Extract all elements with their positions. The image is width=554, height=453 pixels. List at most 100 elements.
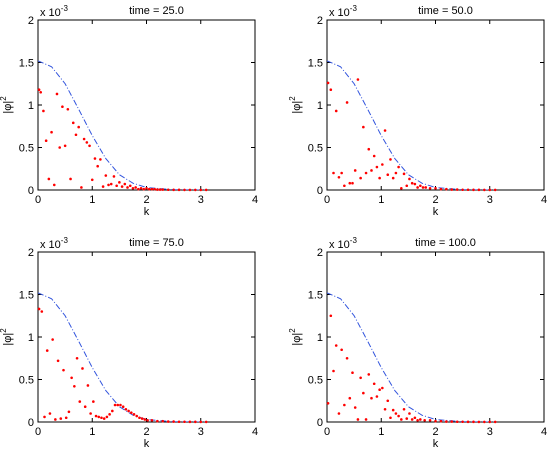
x-tick-label: 3 <box>198 426 204 438</box>
data-point <box>386 173 390 176</box>
data-point <box>472 420 475 424</box>
scale-factor: x 10-3 <box>329 4 357 19</box>
data-point <box>194 420 197 424</box>
data-point <box>99 158 102 161</box>
scale-factor: x 10-3 <box>40 236 68 251</box>
data-point <box>424 186 428 189</box>
data-point <box>461 420 464 424</box>
x-tick-label: 0 <box>324 194 330 206</box>
x-tick-label: 3 <box>487 194 493 206</box>
data-point <box>343 184 346 188</box>
x-tick-label: 1 <box>378 194 384 206</box>
data-point <box>386 399 390 403</box>
y-tick-label: 0.5 <box>19 375 34 387</box>
data-point <box>408 412 411 415</box>
data-point <box>394 171 398 175</box>
theory-curve <box>38 292 207 422</box>
data-point <box>362 125 365 129</box>
x-tick-label: 2 <box>432 194 438 206</box>
data-point <box>351 181 354 185</box>
data-point <box>383 407 387 411</box>
data-point <box>455 420 459 424</box>
data-point <box>121 405 125 409</box>
data-point <box>493 420 497 424</box>
data-point <box>56 359 60 363</box>
data-point <box>92 400 95 403</box>
data-point <box>82 137 86 141</box>
data-point <box>439 187 443 191</box>
data-point <box>434 187 437 190</box>
data-point <box>37 88 41 91</box>
data-point <box>410 181 414 185</box>
data-point <box>143 418 147 421</box>
chart-title: time = 75.0 <box>129 237 184 249</box>
data-point <box>204 188 208 192</box>
data-point <box>428 419 432 422</box>
chart-title: time = 25.0 <box>129 5 184 17</box>
data-point <box>370 396 373 400</box>
data-point <box>90 178 94 182</box>
data-point <box>348 396 352 400</box>
data-point <box>115 184 118 188</box>
data-point <box>116 403 120 407</box>
y-tick-label: 0 <box>317 185 323 197</box>
data-point <box>466 188 470 192</box>
data-point <box>45 349 49 352</box>
data-point <box>450 188 454 191</box>
data-point <box>488 420 492 424</box>
data-point <box>54 418 57 421</box>
data-point <box>172 420 175 423</box>
data-point <box>394 412 398 415</box>
data-point <box>381 163 384 166</box>
data-point <box>43 415 46 419</box>
data-point <box>466 420 470 424</box>
data-point <box>372 382 376 386</box>
data-point <box>340 348 343 352</box>
data-point <box>47 177 51 181</box>
data-point <box>123 182 127 186</box>
data-point <box>81 367 84 370</box>
data-point <box>334 109 338 113</box>
data-point <box>204 420 208 424</box>
data-point <box>477 420 481 424</box>
data-point <box>383 129 387 132</box>
x-tick-label: 4 <box>541 194 547 206</box>
x-tick-label: 2 <box>143 426 149 438</box>
data-point <box>326 81 330 85</box>
data-point <box>131 187 135 190</box>
data-point <box>367 147 371 151</box>
data-point <box>75 356 79 360</box>
y-tick-label: 1.5 <box>19 290 34 302</box>
theory-curve <box>327 60 496 190</box>
data-point <box>402 407 406 411</box>
x-tick-label: 1 <box>378 426 384 438</box>
y-tick-label: 1 <box>317 100 323 112</box>
x-axis-label: k <box>433 438 439 450</box>
data-point <box>326 402 330 405</box>
data-point <box>364 418 368 421</box>
y-tick-label: 2 <box>317 247 323 259</box>
data-point <box>85 141 89 144</box>
data-point <box>493 188 497 192</box>
data-point <box>64 416 68 420</box>
data-point <box>138 416 141 420</box>
data-point <box>483 420 486 424</box>
data-point <box>63 144 67 148</box>
data-point <box>88 144 91 148</box>
y-tick-label: 0 <box>28 417 34 429</box>
data-point <box>439 419 443 423</box>
y-tick-label: 0.5 <box>308 143 323 155</box>
x-tick-label: 2 <box>432 426 438 438</box>
y-tick-label: 1.5 <box>308 290 323 302</box>
data-point <box>70 376 73 380</box>
plot-frame <box>37 251 256 423</box>
x-tick-label: 4 <box>252 426 258 438</box>
data-point <box>83 405 87 409</box>
data-point <box>128 184 132 188</box>
y-tick-label: 1.5 <box>308 58 323 70</box>
data-point <box>80 186 83 189</box>
data-point <box>381 386 384 390</box>
chart-title: time = 50.0 <box>418 5 473 17</box>
data-point <box>78 400 82 403</box>
plot-frame <box>326 251 545 423</box>
